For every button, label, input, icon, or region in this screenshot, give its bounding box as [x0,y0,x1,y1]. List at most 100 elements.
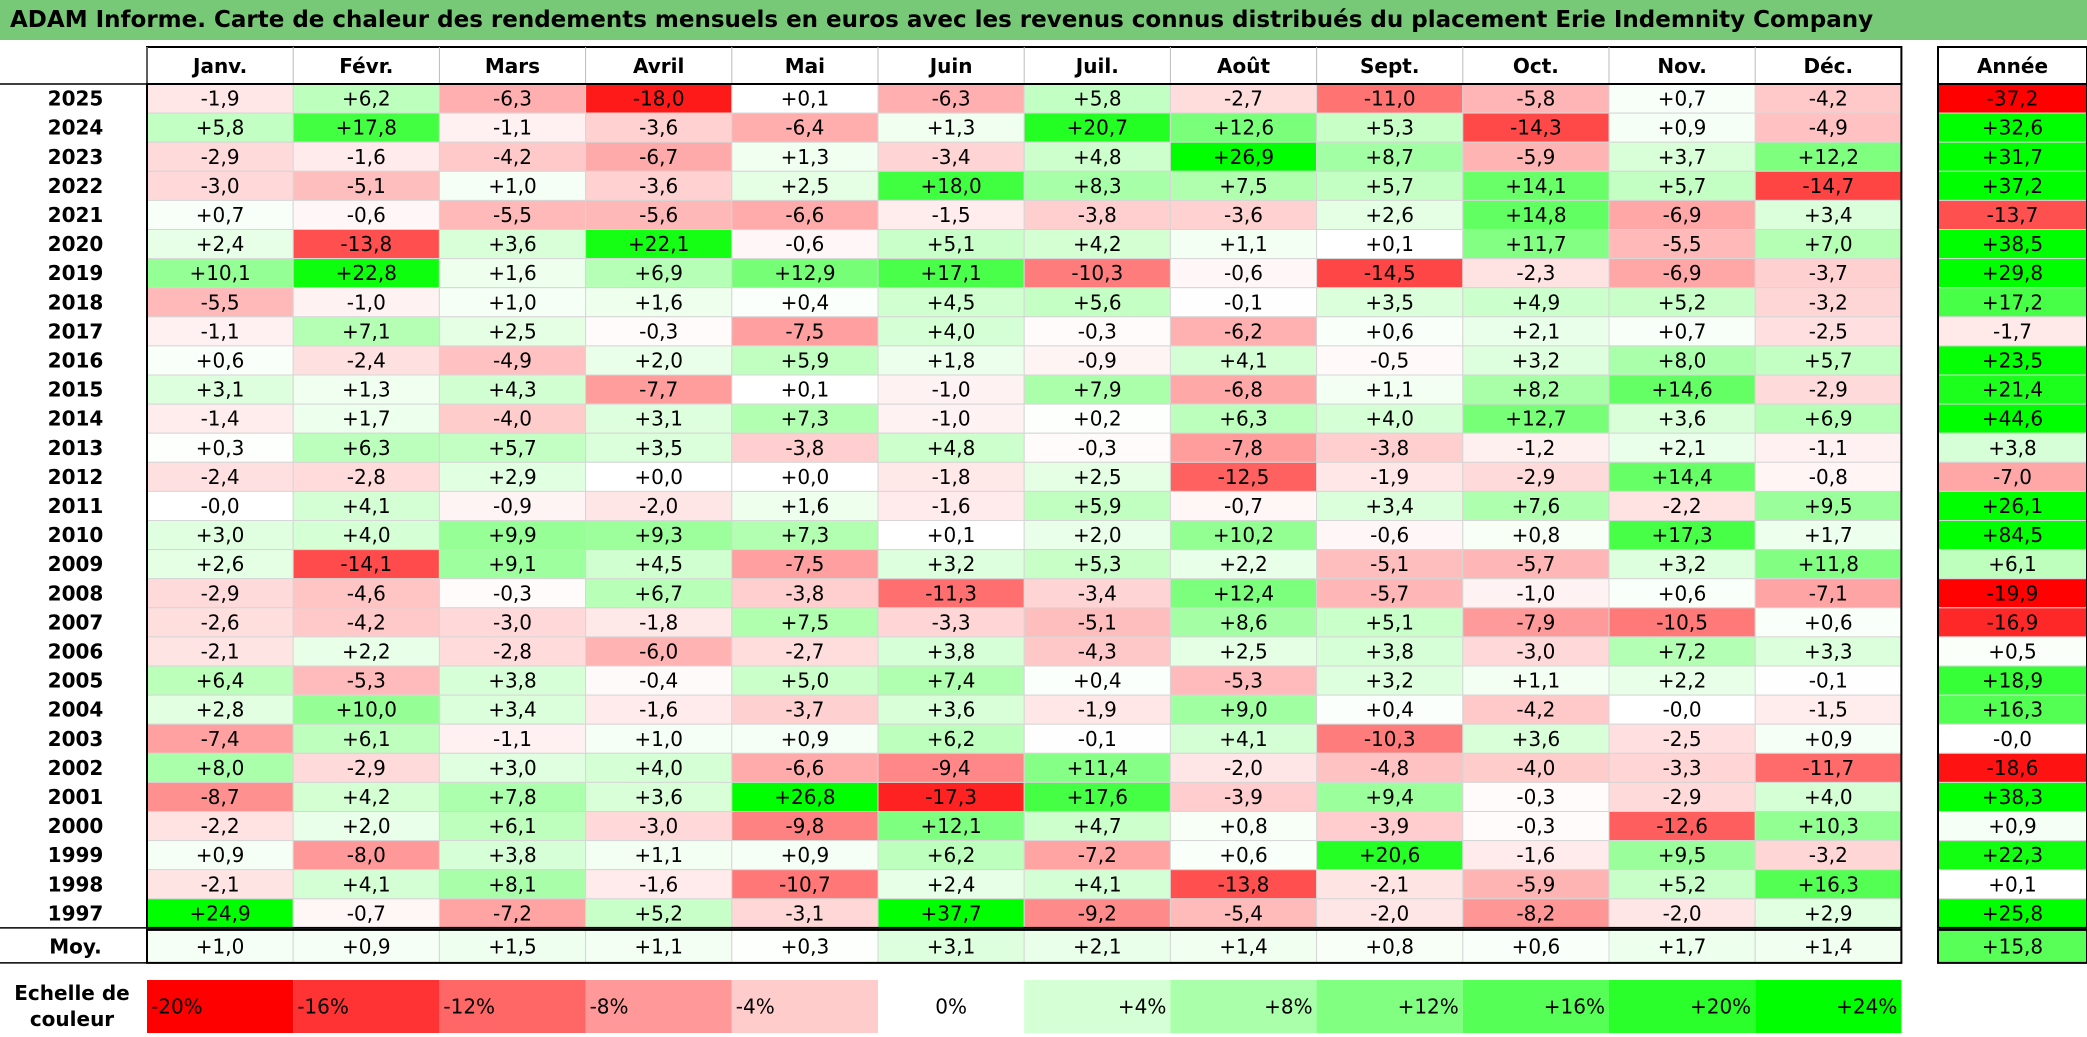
cell-2009-6-bg [877,549,1025,580]
cell-2002-9-bg [1316,752,1464,783]
average-cell-9-bg [1316,929,1464,964]
cell-2001-12: +4,0 [1804,785,1853,809]
cell-2017-1: -1,1 [201,319,240,343]
year-label-1998: 1998 [48,872,104,896]
cell-2009-9: -5,1 [1370,552,1409,576]
cell-2023-3-bg [438,141,587,172]
cell-2005-8-bg [1169,665,1318,696]
cell-2016-1: +0,6 [196,348,245,372]
cell-1999-4-bg [585,840,733,871]
cell-2024-2-bg [292,112,440,143]
cell-2025-11: +0,7 [1658,87,1707,111]
cell-2024-1-bg [146,112,294,143]
cell-2021-10: +14,8 [1505,203,1566,227]
cell-2011-9-bg [1316,490,1464,521]
year-label-2000: 2000 [48,814,104,838]
cell-2022-7: +8,3 [1073,174,1122,198]
cell-2007-2: -4,2 [347,610,386,634]
cell-2014-8-bg [1169,403,1318,434]
cell-2009-3-bg [438,549,587,580]
scale-label-2: -16% [297,995,349,1019]
cell-2016-10-bg [1462,345,1610,376]
cell-2014-11-bg [1608,403,1756,434]
month-header-1: Janv. [191,54,247,78]
cell-2017-6: +4,0 [927,319,976,343]
cell-2014-3: -4,0 [493,407,532,431]
scale-label-8: +8% [1264,995,1313,1019]
cell-1997-8-bg [1169,898,1318,929]
cell-2007-5-bg [731,607,879,638]
cell-2010-8-bg [1169,520,1318,551]
cell-2002-2-bg [292,752,440,783]
average-cell-7: +2,1 [1073,934,1122,958]
year-label-2001: 2001 [48,785,104,809]
cell-2024-7: +20,7 [1067,116,1128,140]
cell-2014-6-bg [877,403,1025,434]
cell-1998-6: +2,4 [927,872,976,896]
cell-2013-1-bg [146,432,294,463]
cell-2015-6: -1,0 [932,378,971,402]
cell-2015-12: -2,9 [1809,378,1848,402]
annual-cell-2025-bg [1937,83,2087,114]
cell-2014-2: +1,7 [342,407,391,431]
annual-cell-2008: -19,9 [1987,581,2039,605]
cell-2005-4: -0,4 [639,669,678,693]
annual-cell-2012: -7,0 [1993,465,2032,489]
scale-label-1: -20% [151,995,203,1019]
cell-2019-2: +22,8 [336,261,397,285]
annual-cell-2007-bg [1937,607,2087,638]
cell-2000-1-bg [146,811,294,842]
cell-2016-3: -4,9 [493,348,532,372]
cell-2006-12: +3,3 [1804,639,1853,663]
cell-2015-11: +14,6 [1651,378,1712,402]
cell-1999-10: -1,6 [1516,843,1555,867]
cell-1997-12-bg [1754,898,1902,929]
cell-2021-5-bg [731,199,879,230]
cell-2007-3: -3,0 [493,610,532,634]
cell-2006-9: +3,8 [1365,639,1414,663]
cell-2009-11: +3,2 [1658,552,1707,576]
cell-2023-6: -3,4 [932,145,971,169]
cell-2008-1-bg [146,578,294,609]
cell-2018-4: +1,6 [634,290,683,314]
cell-2002-8: -2,0 [1224,756,1263,780]
cell-2010-1: +3,0 [196,523,245,547]
average-frame [146,928,1903,964]
cell-2014-10-bg [1462,403,1610,434]
annual-cell-1997-bg [1937,898,2087,929]
cell-2001-1-bg [146,781,294,813]
cell-2024-1: +5,8 [196,116,245,140]
cell-2011-1-bg [146,490,294,521]
cell-2021-12-bg [1754,199,1902,230]
cell-2007-11: -10,5 [1656,610,1708,634]
scale-swatch-7 [1024,980,1171,1033]
month-header-2: Févr. [339,54,393,78]
cell-2020-4: +22,1 [628,232,689,256]
cell-2017-10-bg [1462,316,1610,347]
cell-1998-8-bg [1169,869,1318,900]
cell-2023-5: +1,3 [781,145,830,169]
cell-2013-2: +6,3 [342,436,391,460]
cell-2003-11-bg [1608,723,1756,754]
cell-2001-6: -17,3 [925,785,977,809]
cell-2004-4-bg [585,694,733,725]
cell-2001-6-bg [877,781,1025,813]
cell-2000-8-bg [1169,811,1318,842]
cell-2019-3-bg [438,258,587,289]
cell-2008-8: +12,4 [1213,581,1274,605]
cell-2019-5: +12,9 [774,261,835,285]
cell-2006-9-bg [1316,636,1464,667]
cell-2016-9-bg [1316,345,1464,376]
cell-2005-6-bg [877,665,1025,696]
cell-2016-11: +8,0 [1658,348,1707,372]
cell-2011-8-bg [1169,490,1318,521]
cell-2005-5: +5,0 [781,669,830,693]
scale-label-12: +24% [1836,995,1897,1019]
cell-1998-1: -2,1 [201,872,240,896]
cell-1997-9-bg [1316,898,1464,929]
cell-1997-4: +5,2 [634,901,683,925]
cell-2008-12-bg [1754,578,1902,609]
cell-1998-9: -2,1 [1370,872,1409,896]
cell-2001-8-bg [1169,781,1318,813]
cell-2004-3: +3,4 [488,698,537,722]
